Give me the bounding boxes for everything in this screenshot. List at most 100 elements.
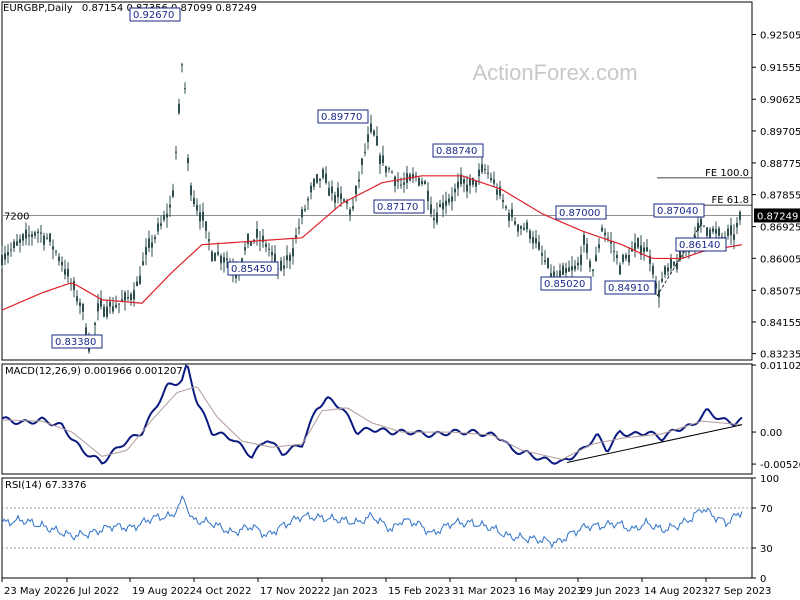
- candle-body: [445, 200, 447, 206]
- candle-body: [349, 209, 351, 215]
- candle-body: [169, 204, 171, 208]
- y-tick-label: 0.88775: [760, 159, 800, 170]
- candle-body: [82, 304, 84, 312]
- candle-body: [394, 176, 396, 186]
- candle-body: [346, 201, 348, 204]
- candle-body: [367, 134, 369, 142]
- candle-body: [664, 266, 666, 275]
- candle-body: [145, 247, 147, 256]
- candle-body: [151, 242, 153, 248]
- rsi-panel-title: RSI(14) 67.3376: [5, 480, 87, 491]
- candle-body: [214, 252, 216, 262]
- candle-body: [712, 228, 714, 232]
- candle-body: [538, 241, 540, 250]
- candle-body: [1, 255, 3, 266]
- candle-body: [175, 151, 177, 153]
- ohlc-low: 0.87099: [171, 3, 213, 14]
- price-annotation-label: 0.84910: [608, 283, 649, 294]
- moving-average-line: [1, 175, 743, 311]
- candle-body: [715, 229, 717, 234]
- candle-body: [427, 190, 429, 202]
- candle-body: [205, 221, 207, 231]
- candle-body: [361, 158, 363, 165]
- candle-body: [397, 180, 399, 182]
- candle-body: [292, 248, 294, 257]
- price-annotation-box: [317, 109, 369, 124]
- price-annotation-label: 0.92670: [133, 10, 174, 21]
- price-annotation-box: [51, 334, 103, 349]
- x-tick-label: 19 Aug 2022: [132, 586, 196, 597]
- candle-body: [646, 247, 648, 252]
- candle-body: [376, 136, 378, 146]
- price-annotation-label: 0.85020: [544, 279, 585, 290]
- candle-body: [640, 245, 642, 255]
- candle-body: [196, 205, 198, 211]
- candle-body: [562, 265, 564, 275]
- candle-body: [4, 253, 6, 260]
- candle-body: [184, 88, 186, 90]
- y-tick-label: 0.83235: [760, 350, 800, 361]
- y-tick-label: 0.90625: [760, 95, 800, 106]
- candle-body: [262, 235, 264, 242]
- candle-body: [340, 193, 342, 200]
- candle-body: [43, 235, 45, 245]
- candle-body: [580, 255, 582, 265]
- price-annotation-box: [540, 276, 592, 291]
- candle-body: [136, 281, 138, 286]
- x-tick-label: 29 Jun 2023: [580, 586, 640, 597]
- candle-body: [46, 237, 48, 239]
- candle-body: [250, 241, 252, 246]
- candle-body: [508, 213, 510, 221]
- candle-body: [247, 233, 249, 244]
- candle-body: [115, 304, 117, 308]
- candle-body: [577, 262, 579, 266]
- candle-body: [481, 164, 483, 172]
- candle-body: [97, 303, 99, 312]
- candle-body: [373, 130, 375, 136]
- candle-body: [457, 181, 459, 189]
- candle-body: [298, 227, 300, 229]
- candle-body: [301, 209, 303, 218]
- y-tick-label: 0.89705: [760, 127, 800, 138]
- candle-body: [454, 188, 456, 193]
- candle-body: [451, 196, 453, 202]
- candle-body: [142, 261, 144, 266]
- symbol-label: EURGBP,Daily: [3, 3, 73, 14]
- candle-body: [574, 265, 576, 270]
- candle-body: [322, 169, 324, 178]
- candle-body: [19, 239, 21, 243]
- price-annotation-label: 0.87170: [377, 202, 418, 213]
- candle-body: [727, 228, 729, 237]
- candle-body: [37, 231, 39, 234]
- macd-y-tick-label: 0.011027: [760, 361, 800, 372]
- candle-body: [244, 247, 246, 251]
- candle-body: [370, 123, 372, 132]
- candle-body: [94, 323, 96, 326]
- candle-body: [547, 257, 549, 269]
- candle-body: [265, 243, 267, 248]
- candle-body: [316, 174, 318, 183]
- x-tick-label: 17 Nov 2022: [260, 586, 324, 597]
- projection-line: [656, 222, 703, 297]
- candle-body: [484, 168, 486, 171]
- candle-body: [139, 275, 141, 284]
- candle-body: [523, 227, 525, 230]
- candle-body: [193, 197, 195, 205]
- candle-body: [379, 155, 381, 165]
- candle-body: [604, 232, 606, 236]
- candle-body: [52, 246, 54, 250]
- candle-body: [487, 172, 489, 174]
- candle-body: [7, 251, 9, 256]
- rsi-y-tick-label: 30: [760, 544, 773, 555]
- candle-body: [328, 187, 330, 196]
- candle-body: [343, 199, 345, 202]
- candle-body: [67, 268, 69, 277]
- candle-body: [202, 212, 204, 221]
- candle-body: [661, 279, 663, 282]
- x-tick-label: 31 Mar 2023: [452, 586, 515, 597]
- y-tick-label: 0.91555: [760, 63, 800, 74]
- candle-body: [334, 195, 336, 203]
- candle-body: [625, 255, 627, 259]
- candle-body: [586, 243, 588, 253]
